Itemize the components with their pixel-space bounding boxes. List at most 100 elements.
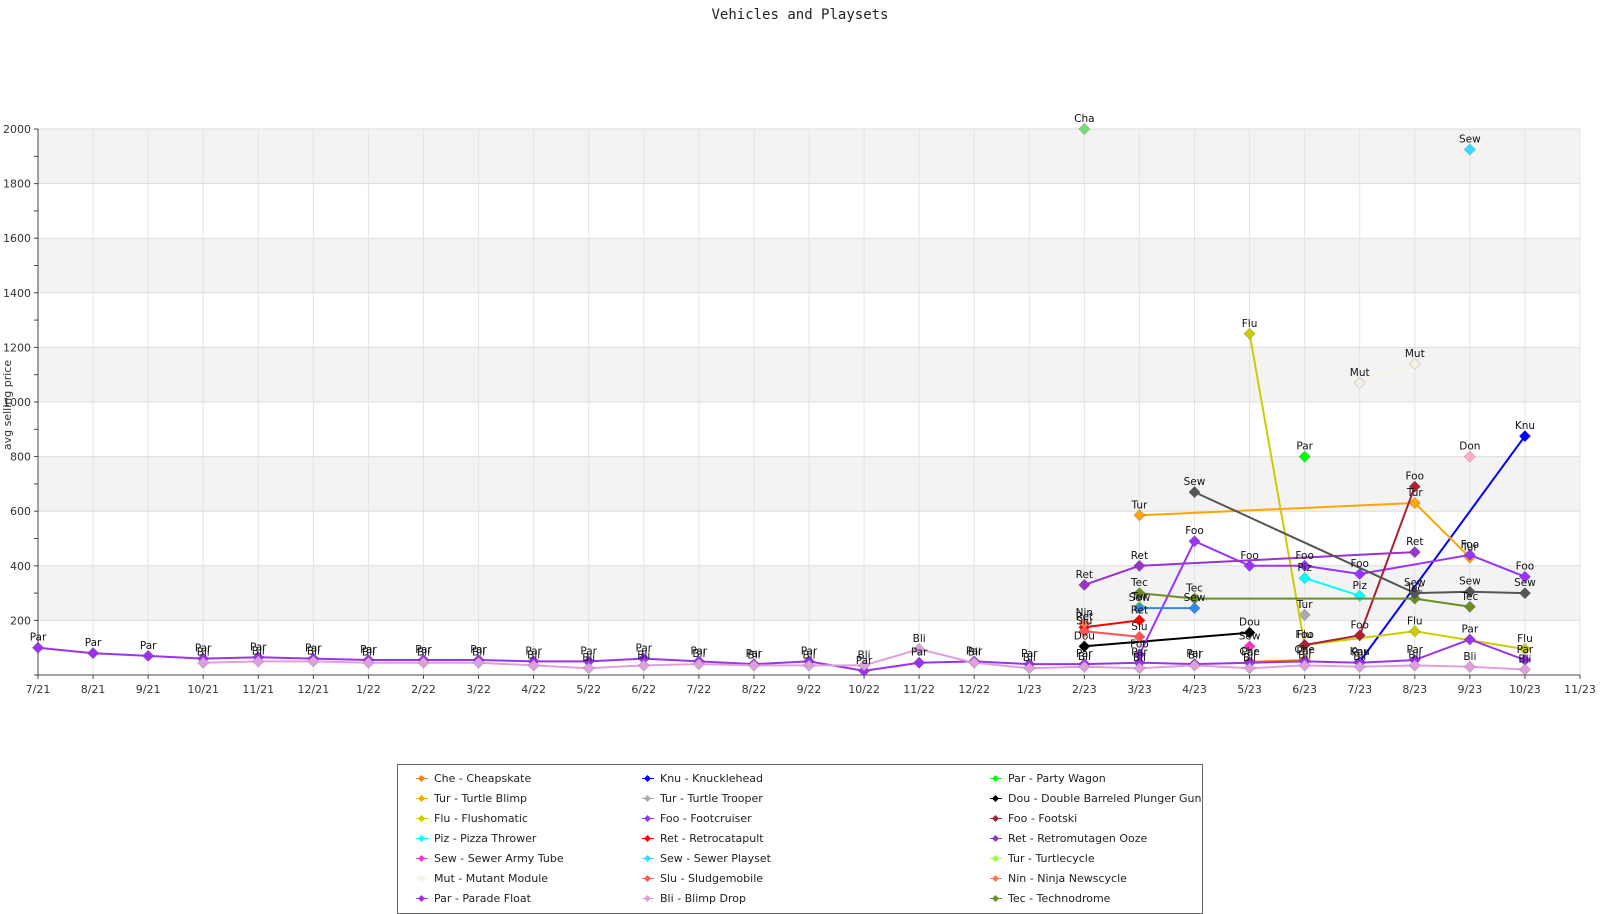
data-point[interactable] <box>1463 660 1476 673</box>
data-point[interactable] <box>1243 327 1256 340</box>
data-point[interactable] <box>1463 585 1476 598</box>
data-point[interactable] <box>1408 357 1421 370</box>
data-point[interactable] <box>582 655 595 668</box>
data-point[interactable] <box>1518 663 1531 676</box>
data-point[interactable] <box>1188 535 1201 548</box>
data-point[interactable] <box>1243 559 1256 572</box>
data-label: Bli <box>527 649 540 661</box>
data-point[interactable] <box>197 656 210 669</box>
data-point[interactable] <box>1133 662 1146 675</box>
data-point[interactable] <box>1243 662 1256 675</box>
legend-swatch <box>416 894 428 904</box>
data-point[interactable] <box>252 655 265 668</box>
data-point[interactable] <box>1408 659 1421 672</box>
point-labels: Che Che KnuKnuParTurTurTurTurDouDouFluFluF… <box>30 113 1537 667</box>
data-point[interactable] <box>1133 602 1146 615</box>
data-label: Che <box>1294 644 1314 656</box>
data-point[interactable] <box>1298 572 1311 585</box>
data-point[interactable] <box>1298 659 1311 672</box>
data-point[interactable] <box>692 658 705 671</box>
legend-label: Knu - Knucklehead <box>660 772 763 785</box>
x-tick-label: 5/22 <box>576 683 601 696</box>
data-point[interactable] <box>1408 625 1421 638</box>
data-label: Sew <box>1129 592 1151 604</box>
data-label: Foo <box>1350 558 1369 570</box>
data-label: Foo <box>1350 619 1369 631</box>
data-point[interactable] <box>31 641 45 654</box>
data-point[interactable] <box>1353 629 1366 642</box>
data-point[interactable] <box>1188 486 1201 499</box>
data-point[interactable] <box>1408 480 1421 493</box>
data-point[interactable] <box>913 643 926 656</box>
data-point[interactable] <box>1023 662 1036 675</box>
data-point[interactable] <box>1408 546 1421 559</box>
data-label: Par <box>1296 645 1313 657</box>
data-point[interactable] <box>527 659 540 672</box>
data-point[interactable] <box>1133 509 1146 522</box>
data-point[interactable] <box>1243 626 1256 639</box>
data-point[interactable] <box>1133 559 1146 572</box>
data-point[interactable] <box>1078 640 1091 653</box>
data-point[interactable] <box>1298 450 1311 463</box>
data-point[interactable] <box>1133 630 1146 643</box>
data-point[interactable] <box>582 662 595 675</box>
data-point[interactable] <box>472 656 485 669</box>
data-label: Par <box>911 647 928 659</box>
data-point[interactable] <box>1188 602 1201 615</box>
data-point[interactable] <box>1408 496 1421 510</box>
data-point[interactable] <box>362 656 375 669</box>
data-point[interactable] <box>1518 643 1531 656</box>
legend-item: Nin - Ninja Newscycle <box>990 871 1127 887</box>
data-point[interactable] <box>1298 608 1311 621</box>
data-point[interactable] <box>1353 660 1366 673</box>
data-point[interactable] <box>1188 659 1201 672</box>
data-point[interactable] <box>1133 648 1146 661</box>
data-label: Bli <box>417 647 430 659</box>
data-point[interactable] <box>1078 122 1091 136</box>
data-point[interactable] <box>913 656 926 669</box>
data-point[interactable] <box>1133 614 1146 627</box>
data-point[interactable] <box>1078 578 1091 591</box>
series-line <box>1084 630 1140 638</box>
legend-label: Foo - Footski <box>1008 812 1078 825</box>
data-point[interactable] <box>1518 430 1531 443</box>
data-point[interactable] <box>1243 640 1256 653</box>
legend-label: Tur - Turtlecycle <box>1008 852 1095 865</box>
data-label: Par <box>1517 644 1534 656</box>
data-point[interactable] <box>1518 653 1531 666</box>
data-point[interactable] <box>1518 587 1531 600</box>
data-point[interactable] <box>1298 638 1311 651</box>
data-point[interactable] <box>1353 567 1366 581</box>
legend-swatch <box>990 774 1002 784</box>
data-point[interactable] <box>968 656 981 669</box>
data-label: Mut <box>1350 367 1370 379</box>
data-point[interactable] <box>1463 600 1476 613</box>
data-point[interactable] <box>87 647 100 660</box>
data-point[interactable] <box>1078 625 1091 638</box>
x-tick-label: 1/23 <box>1017 683 1042 696</box>
data-point[interactable] <box>637 652 650 665</box>
data-point[interactable] <box>1463 143 1476 156</box>
data-point[interactable] <box>1078 617 1091 630</box>
data-point[interactable] <box>1188 592 1201 605</box>
data-point[interactable] <box>637 659 650 672</box>
x-tick-label: 10/23 <box>1509 683 1541 696</box>
data-point[interactable] <box>1298 559 1311 572</box>
data-point[interactable] <box>1078 660 1091 673</box>
data-point[interactable] <box>307 655 320 668</box>
data-point[interactable] <box>417 656 430 669</box>
data-point[interactable] <box>1463 548 1476 561</box>
data-label: Ret <box>1076 611 1093 623</box>
legend-label: Ret - Retromutagen Ooze <box>1008 832 1148 845</box>
data-point[interactable] <box>858 659 871 672</box>
data-point[interactable] <box>1463 633 1476 646</box>
data-point[interactable] <box>1518 570 1531 583</box>
legend-label: Nin - Ninja Newscycle <box>1008 872 1127 885</box>
data-point[interactable] <box>747 659 760 672</box>
data-point[interactable] <box>802 659 816 672</box>
data-point[interactable] <box>1463 450 1476 463</box>
data-point[interactable] <box>1353 376 1366 389</box>
data-point[interactable] <box>1408 587 1421 600</box>
data-point[interactable] <box>142 649 155 662</box>
data-point[interactable] <box>1133 587 1146 600</box>
